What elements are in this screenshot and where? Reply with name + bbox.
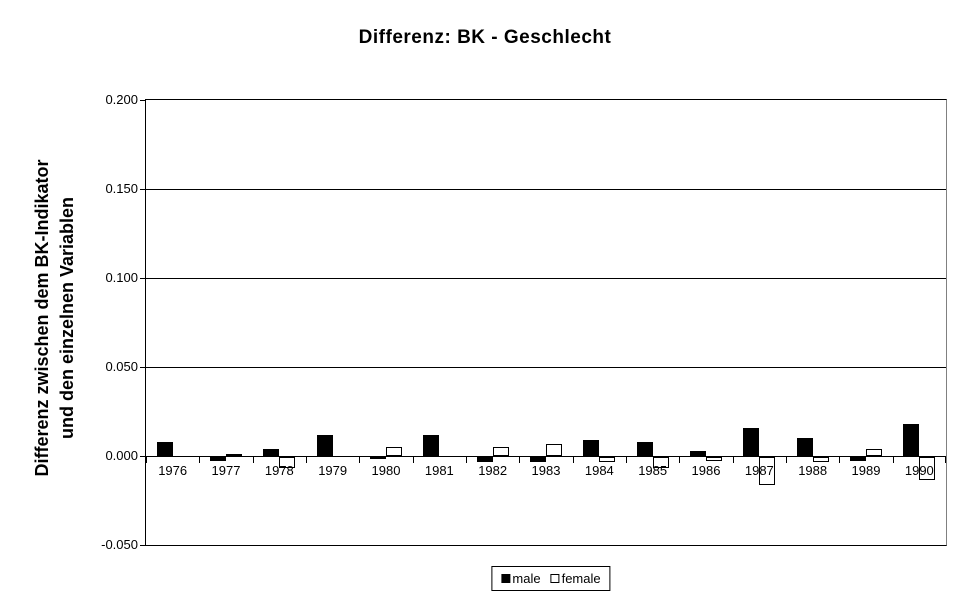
x-tick-label-1990: 1990 [904, 463, 934, 478]
y-axis-tick [140, 455, 146, 457]
bar-female-1987 [759, 457, 776, 486]
y-axis-tick [140, 277, 146, 279]
x-axis-tick [626, 456, 627, 463]
y-tick-label--0.050: -0.050 [101, 537, 138, 552]
bar-male-1990 [903, 423, 920, 456]
x-tick-label-1982: 1982 [478, 463, 508, 478]
bar-male-1985 [636, 441, 653, 456]
legend-item-male: male [501, 571, 541, 586]
plot-area: 1976 1977 1978 1979 1980 1981 1982 1983 1984 1985… [140, 99, 947, 546]
legend-female-label: female [561, 571, 601, 586]
x-axis-tick [252, 456, 254, 463]
x-axis-tick [732, 456, 734, 463]
bar-female-1985 [652, 457, 669, 468]
x-tick-label-1980: 1980 [371, 463, 401, 478]
x-axis-tick [412, 456, 414, 463]
x-axis-tick [466, 456, 467, 463]
x-axis-tick [572, 456, 574, 463]
bar-female-1984 [599, 457, 616, 463]
male-swatch-icon [501, 574, 511, 583]
y-axis-tick [140, 366, 146, 368]
x-axis-tick [892, 456, 894, 463]
x-tick-label-1978: 1978 [264, 463, 294, 478]
x-tick-label-1984: 1984 [584, 463, 614, 478]
bar-female-1978 [279, 457, 296, 468]
x-tick-label-1989: 1989 [851, 463, 881, 478]
gridline-0.100 [146, 277, 946, 279]
y-tick-label-0.150: 0.150 [105, 181, 138, 196]
y-axis-tick [140, 188, 146, 190]
y-tick-label-0.050: 0.050 [105, 359, 138, 374]
x-axis-tick [945, 456, 946, 463]
bar-male-1979 [316, 434, 333, 456]
bar-male-1982 [476, 457, 493, 463]
gridline-0.050 [146, 366, 946, 368]
x-tick-label-1987: 1987 [744, 463, 774, 478]
bar-male-1977 [210, 457, 226, 461]
y-axis-title-line1: Differenz zwischen dem BK-Indikator [32, 159, 52, 477]
female-swatch-icon [550, 574, 560, 583]
x-axis-tick [359, 456, 361, 463]
bar-female-1982 [492, 447, 509, 456]
x-tick-label-1986: 1986 [691, 463, 721, 478]
legend-male-label: male [512, 571, 541, 586]
x-tick-label-1977: 1977 [211, 463, 241, 478]
x-axis-tick [839, 456, 841, 463]
x-axis-tick [786, 456, 787, 463]
y-axis-title-line2: und den einzelnen Variablen [57, 196, 77, 440]
bar-male-1987 [743, 427, 760, 456]
y-axis-tick [140, 544, 146, 546]
gridline-0.150 [146, 188, 946, 190]
bar-female-1989 [866, 448, 882, 456]
x-axis-tick [679, 456, 681, 463]
bar-female-1986 [706, 457, 722, 461]
bar-male-1978 [263, 448, 280, 456]
y-axis-tick [140, 99, 146, 101]
bar-male-1989 [850, 457, 866, 461]
bar-male-1986 [690, 450, 706, 456]
legend: male female [491, 566, 611, 591]
bar-male-1981 [423, 434, 440, 456]
y-tick-label-0.200: 0.200 [105, 92, 138, 107]
bar-female-1990 [919, 457, 936, 481]
bar-male-1984 [583, 439, 600, 456]
x-tick-label-1979: 1979 [318, 463, 348, 478]
bar-male-1976 [156, 441, 173, 456]
x-tick-label-1976: 1976 [158, 463, 188, 478]
x-tick-label-1985: 1985 [638, 463, 668, 478]
bar-male-1980 [370, 457, 386, 459]
y-axis-title: Differenz zwischen dem BK-Indikator und … [30, 159, 80, 476]
x-axis-tick [306, 456, 307, 463]
x-axis-tick [519, 456, 521, 463]
bar-female-1980 [386, 447, 402, 456]
x-axis-tick [199, 456, 201, 463]
bar-female-1988 [812, 457, 829, 463]
bar-male-1983 [530, 457, 546, 463]
y-tick-label-0.000: 0.000 [105, 448, 138, 463]
bar-female-1983 [546, 443, 562, 456]
x-tick-label-1983: 1983 [531, 463, 561, 478]
y-tick-label-0.100: 0.100 [105, 270, 138, 285]
bar-male-1988 [796, 438, 813, 456]
x-tick-label-1981: 1981 [424, 463, 454, 478]
x-tick-label-1988: 1988 [798, 463, 828, 478]
category-axis-line [146, 455, 946, 457]
x-axis-tick [146, 456, 147, 463]
bar-female-1977 [226, 454, 242, 457]
chart-title: Differenz: BK - Geschlecht [358, 27, 612, 48]
legend-item-female: female [550, 571, 601, 586]
